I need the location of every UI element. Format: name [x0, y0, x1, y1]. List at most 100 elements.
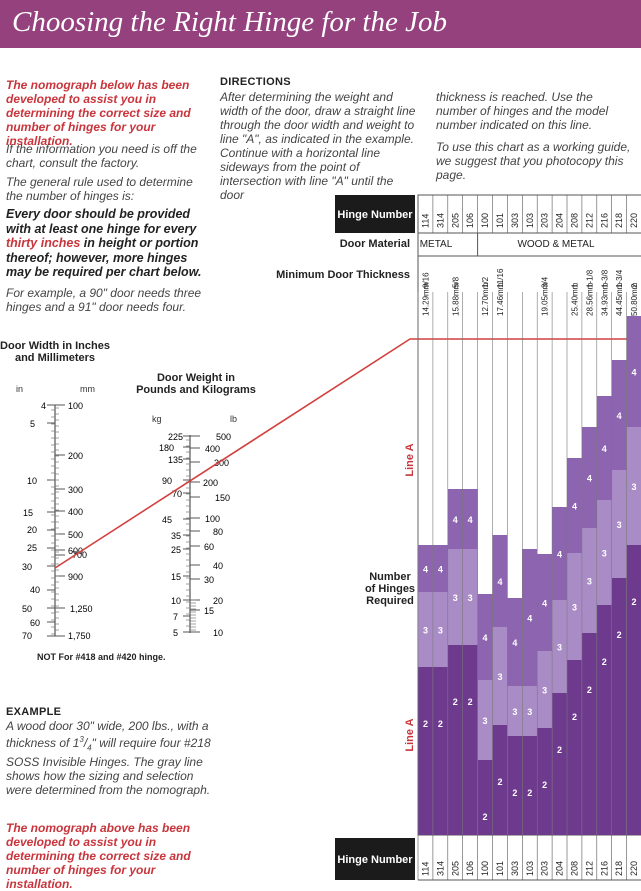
hinge-number-top-205: 205 [450, 213, 460, 228]
hinge-count-2: 2 [453, 697, 458, 707]
hinge-number-label-top: Hinge Number [337, 209, 413, 221]
title-banner: Choosing the Right Hinge for the Job [0, 0, 641, 48]
kg-15: 15 [171, 572, 181, 582]
wl-in-15: 15 [23, 508, 33, 518]
hinge-count-4: 4 [453, 515, 458, 525]
hinge-number-bottom-303: 303 [510, 861, 520, 876]
hinge-count-2: 2 [512, 788, 517, 798]
directions-col2: thickness is reached. Use the number of … [436, 90, 609, 132]
hinge-count-4: 4 [632, 368, 637, 378]
hinge-count-2: 2 [557, 745, 562, 755]
hinge-count-2: 2 [497, 777, 502, 787]
hinge-count-3: 3 [438, 626, 443, 636]
kg-180: 180 [159, 443, 174, 453]
hinge-number-top-103: 103 [525, 213, 535, 228]
hinge-band-3-216 [596, 500, 612, 605]
material-metal: METAL [420, 239, 453, 250]
thickness-inch-216: 1-3/8 [600, 269, 609, 288]
lb-150: 150 [215, 493, 230, 503]
wl-mm-500: 500 [68, 530, 83, 540]
hinge-count-2: 2 [572, 712, 577, 722]
kg-45: 45 [162, 515, 172, 525]
weight-unit-lb: lb [230, 414, 238, 424]
hinge-number-bottom-204: 204 [555, 861, 565, 876]
hinge-count-4: 4 [483, 633, 488, 643]
hinge-band-2-216 [596, 605, 612, 835]
hinge-band-3-208 [567, 553, 582, 660]
hinge-count-3: 3 [542, 686, 547, 696]
hinge-count-4: 4 [527, 614, 532, 624]
wl-mm-400: 400 [68, 507, 83, 517]
wl-in-70: 70 [22, 631, 32, 641]
intro-lead: The nomograph below has been developed t… [6, 78, 191, 148]
hinge-count-2: 2 [542, 780, 547, 790]
hinge-count-4: 4 [438, 565, 443, 575]
thickness-inch-208: 1 [570, 283, 579, 288]
hinge-band-3-101 [492, 627, 508, 725]
hinge-band-2-204 [552, 693, 567, 835]
door-material-label: Door Material [340, 238, 410, 250]
hinge-count-4: 4 [423, 565, 428, 575]
directions-col3: To use this chart as a working guide, we… [436, 140, 631, 182]
rule-text-red: thirty inches [6, 236, 81, 250]
lb-30: 30 [204, 575, 214, 585]
wl-mm-300: 300 [68, 485, 83, 495]
hinge-band-2-203 [537, 728, 553, 835]
wl-mm-200: 200 [68, 451, 83, 461]
hinge-number-top-314: 314 [435, 213, 445, 228]
thickness-mm-208: 25.40mm [570, 282, 579, 316]
wl-in-60: 60 [30, 618, 40, 628]
hinge-band-3-220 [626, 427, 641, 545]
hinge-number-top-220: 220 [629, 213, 639, 228]
hinge-number-bottom-106: 106 [465, 861, 475, 876]
thickness-inch-218: 1-3/4 [615, 269, 624, 288]
example-heading: EXAMPLE [6, 706, 62, 718]
lb-40: 40 [213, 561, 223, 571]
hinge-band-2-100 [477, 760, 493, 835]
example-text: A wood door 30" wide, 200 lbs., with a t… [6, 719, 211, 798]
hinge-count-3: 3 [527, 707, 532, 717]
hinge-band-2-114 [418, 667, 433, 835]
example-line [54, 338, 641, 569]
page-title: Choosing the Right Hinge for the Job [12, 6, 447, 38]
hinge-count-3: 3 [483, 716, 488, 726]
hinge-number-box-top [335, 195, 415, 233]
footer-lead: The nomograph above has been developed t… [6, 821, 191, 891]
hinge-band-4-203 [537, 554, 553, 651]
hinge-count-2: 2 [423, 719, 428, 729]
hinge-number-box-bottom [335, 838, 415, 880]
hinge-count-4: 4 [497, 577, 502, 587]
hinge-count-4: 4 [617, 411, 622, 421]
hinge-number-bottom-220: 220 [629, 861, 639, 876]
hinge-band-2-220 [626, 545, 641, 835]
hinge-band-4-103 [522, 549, 538, 686]
kg-5: 5 [173, 628, 178, 638]
kg-70: 70 [172, 489, 182, 499]
hinge-count-3: 3 [602, 549, 607, 559]
hinge-band-3-204 [552, 600, 567, 693]
wl-mm-1750: 1,750 [68, 631, 91, 641]
hinge-band-2-208 [567, 660, 582, 835]
hinge-count-2: 2 [632, 597, 637, 607]
hinge-count-3: 3 [453, 593, 458, 603]
hinge-count-3: 3 [497, 672, 502, 682]
hinge-band-4-204 [552, 507, 567, 600]
hinge-number-bottom-203: 203 [540, 861, 550, 876]
thickness-inch-203: 3/4 [541, 276, 550, 288]
thickness-mm-212: 28.56mm [585, 282, 594, 316]
hinge-band-4-314 [432, 545, 448, 592]
hinge-band-3-203 [537, 651, 553, 728]
thickness-mm-203: 19.05mm [541, 282, 550, 316]
kg-7: 7 [173, 612, 178, 622]
example-frac-num: 3 [79, 735, 84, 744]
thickness-mm-205: 15.88mm [451, 282, 460, 316]
hinge-number-bottom-208: 208 [569, 861, 579, 876]
hinge-band-4-303 [507, 598, 523, 686]
hinge-band-4-220 [626, 316, 641, 427]
intro-off-chart: If the information you need is off the c… [6, 142, 197, 170]
hinge-number-top-101: 101 [495, 213, 505, 228]
thickness-mm-216: 34.93mm [600, 282, 609, 316]
hinge-band-2-303 [507, 736, 523, 835]
hinge-band-2-212 [581, 633, 597, 835]
